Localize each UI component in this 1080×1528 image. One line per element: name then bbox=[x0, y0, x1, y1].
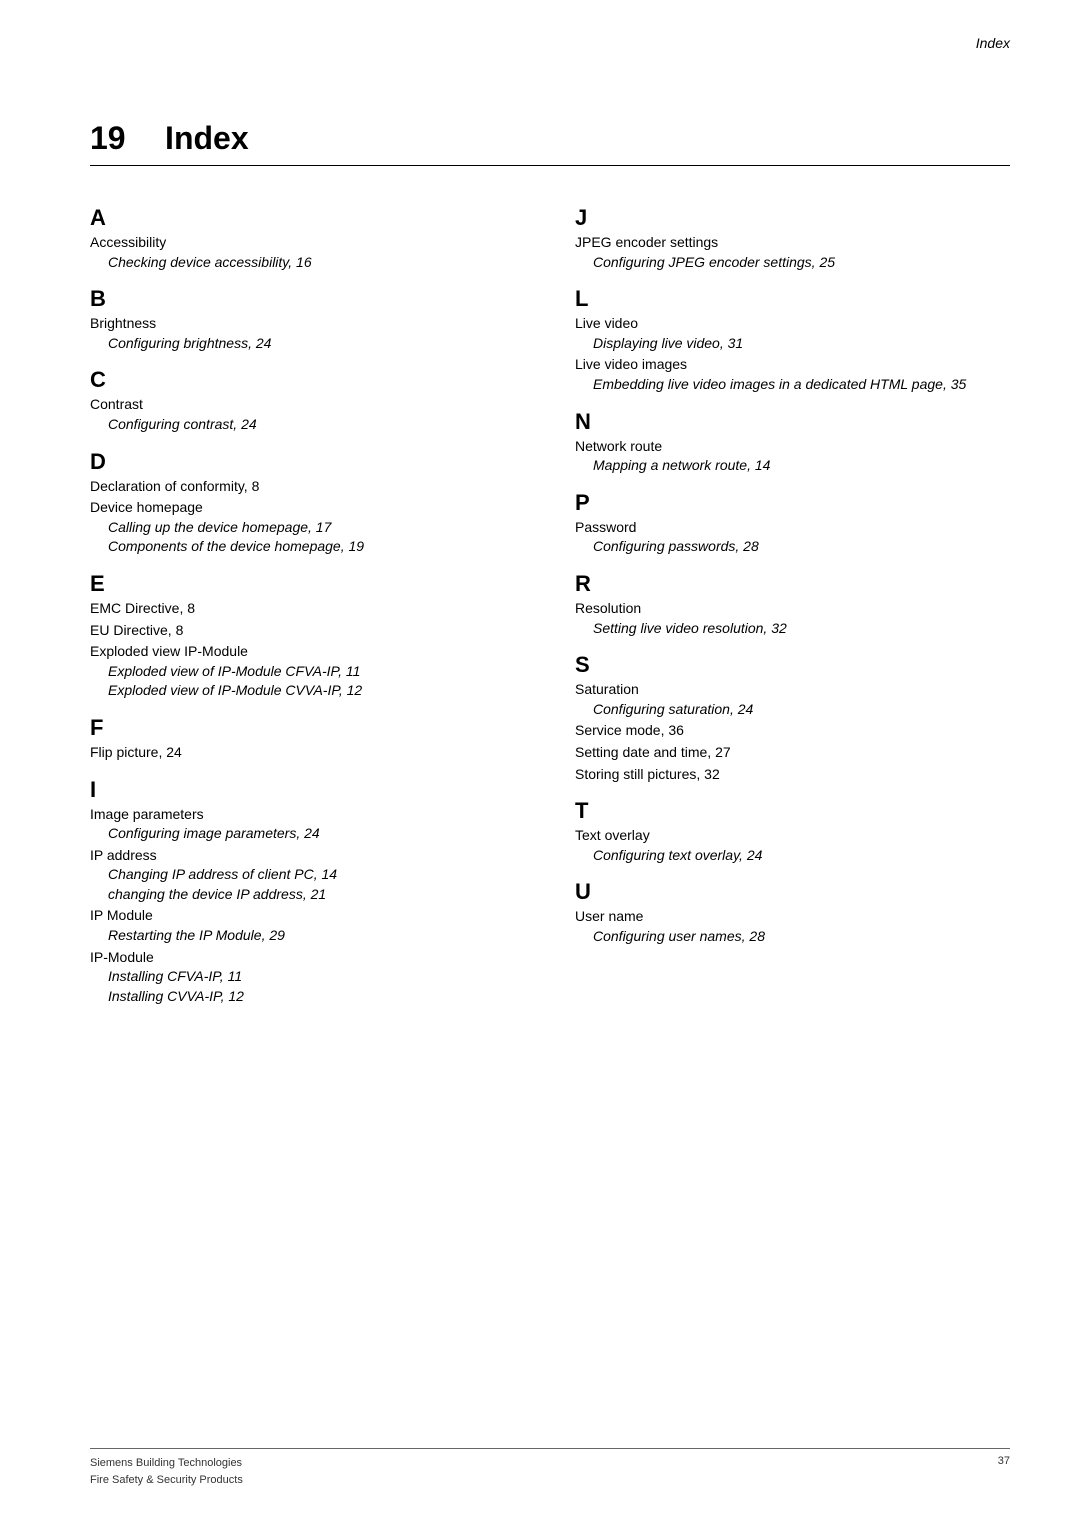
index-column-right: JJPEG encoder settingsConfiguring JPEG e… bbox=[575, 191, 1010, 1008]
index-entry: Service mode, 36 bbox=[575, 721, 1010, 741]
entry-subitem: Configuring passwords, 28 bbox=[575, 537, 1010, 557]
index-column-left: AAccessibilityChecking device accessibil… bbox=[90, 191, 525, 1008]
index-entry: AccessibilityChecking device accessibili… bbox=[90, 233, 525, 272]
index-entry: ContrastConfiguring contrast, 24 bbox=[90, 395, 525, 434]
index-columns: AAccessibilityChecking device accessibil… bbox=[90, 191, 1010, 1008]
entry-term: IP Module bbox=[90, 906, 525, 926]
section-letter: J bbox=[575, 205, 1010, 231]
index-entry: EMC Directive, 8 bbox=[90, 599, 525, 619]
entry-term: Setting date and time, 27 bbox=[575, 743, 1010, 763]
entry-subitem: Configuring user names, 28 bbox=[575, 927, 1010, 947]
index-entry: IP-ModuleInstalling CFVA-IP, 11Installin… bbox=[90, 948, 525, 1007]
index-entry: Live videoDisplaying live video, 31 bbox=[575, 314, 1010, 353]
section-letter: R bbox=[575, 571, 1010, 597]
index-entry: PasswordConfiguring passwords, 28 bbox=[575, 518, 1010, 557]
index-entry: IP addressChanging IP address of client … bbox=[90, 846, 525, 905]
section-letter: F bbox=[90, 715, 525, 741]
entry-term: Password bbox=[575, 518, 1010, 538]
entry-term: Live video bbox=[575, 314, 1010, 334]
entry-subitem: Restarting the IP Module, 29 bbox=[90, 926, 525, 946]
entry-term: IP-Module bbox=[90, 948, 525, 968]
section-letter: B bbox=[90, 286, 525, 312]
page-footer: Siemens Building Technologies Fire Safet… bbox=[90, 1448, 1010, 1488]
index-entry: User nameConfiguring user names, 28 bbox=[575, 907, 1010, 946]
entry-term: Flip picture, 24 bbox=[90, 743, 525, 763]
entry-term: Accessibility bbox=[90, 233, 525, 253]
entry-term: Saturation bbox=[575, 680, 1010, 700]
entry-term: Text overlay bbox=[575, 826, 1010, 846]
index-entry: JPEG encoder settingsConfiguring JPEG en… bbox=[575, 233, 1010, 272]
chapter-title: Index bbox=[165, 120, 249, 157]
entry-term: Live video images bbox=[575, 355, 1010, 375]
section-letter: E bbox=[90, 571, 525, 597]
section-letter: T bbox=[575, 798, 1010, 824]
entry-term: Network route bbox=[575, 437, 1010, 457]
section-letter: N bbox=[575, 409, 1010, 435]
entry-term: Service mode, 36 bbox=[575, 721, 1010, 741]
index-entry: Network routeMapping a network route, 14 bbox=[575, 437, 1010, 476]
entry-subitem: Configuring text overlay, 24 bbox=[575, 846, 1010, 866]
entry-subitem: Installing CVVA-IP, 12 bbox=[90, 987, 525, 1007]
entry-subitem: Checking device accessibility, 16 bbox=[90, 253, 525, 273]
entry-subitem: Installing CFVA-IP, 11 bbox=[90, 967, 525, 987]
chapter-title-section: 19 Index bbox=[90, 120, 1010, 166]
entry-term: Storing still pictures, 32 bbox=[575, 765, 1010, 785]
footer-left: Siemens Building Technologies Fire Safet… bbox=[90, 1455, 243, 1488]
entry-term: Contrast bbox=[90, 395, 525, 415]
chapter-number: 19 bbox=[90, 120, 126, 157]
entry-term: Declaration of conformity, 8 bbox=[90, 477, 525, 497]
footer-division: Fire Safety & Security Products bbox=[90, 1472, 243, 1489]
entry-term: Resolution bbox=[575, 599, 1010, 619]
entry-subitem: Configuring contrast, 24 bbox=[90, 415, 525, 435]
footer-page-number: 37 bbox=[998, 1455, 1010, 1488]
entry-subitem: Configuring image parameters, 24 bbox=[90, 824, 525, 844]
section-letter: P bbox=[575, 490, 1010, 516]
entry-term: IP address bbox=[90, 846, 525, 866]
footer-company: Siemens Building Technologies bbox=[90, 1455, 243, 1472]
entry-subitem: Mapping a network route, 14 bbox=[575, 456, 1010, 476]
entry-subitem: Changing IP address of client PC, 14 bbox=[90, 865, 525, 885]
index-entry: Declaration of conformity, 8 bbox=[90, 477, 525, 497]
entry-subitem: changing the device IP address, 21 bbox=[90, 885, 525, 905]
entry-subitem: Exploded view of IP-Module CFVA-IP, 11 bbox=[90, 662, 525, 682]
index-entry: Storing still pictures, 32 bbox=[575, 765, 1010, 785]
index-entry: Image parametersConfiguring image parame… bbox=[90, 805, 525, 844]
section-letter: I bbox=[90, 777, 525, 803]
entry-term: EU Directive, 8 bbox=[90, 621, 525, 641]
index-entry: Flip picture, 24 bbox=[90, 743, 525, 763]
entry-subitem: Embedding live video images in a dedicat… bbox=[575, 375, 1010, 395]
index-entry: SaturationConfiguring saturation, 24 bbox=[575, 680, 1010, 719]
entry-term: User name bbox=[575, 907, 1010, 927]
index-entry: BrightnessConfiguring brightness, 24 bbox=[90, 314, 525, 353]
entry-term: Exploded view IP-Module bbox=[90, 642, 525, 662]
entry-subitem: Calling up the device homepage, 17 bbox=[90, 518, 525, 538]
section-letter: S bbox=[575, 652, 1010, 678]
entry-term: JPEG encoder settings bbox=[575, 233, 1010, 253]
entry-term: Brightness bbox=[90, 314, 525, 334]
index-entry: Live video imagesEmbedding live video im… bbox=[575, 355, 1010, 394]
section-letter: D bbox=[90, 449, 525, 475]
section-letter: L bbox=[575, 286, 1010, 312]
entry-subitem: Configuring JPEG encoder settings, 25 bbox=[575, 253, 1010, 273]
entry-term: Device homepage bbox=[90, 498, 525, 518]
entry-term: EMC Directive, 8 bbox=[90, 599, 525, 619]
index-entry: Exploded view IP-ModuleExploded view of … bbox=[90, 642, 525, 701]
index-entry: IP ModuleRestarting the IP Module, 29 bbox=[90, 906, 525, 945]
header-label: Index bbox=[976, 35, 1010, 51]
entry-subitem: Components of the device homepage, 19 bbox=[90, 537, 525, 557]
entry-subitem: Displaying live video, 31 bbox=[575, 334, 1010, 354]
entry-subitem: Setting live video resolution, 32 bbox=[575, 619, 1010, 639]
index-entry: Text overlayConfiguring text overlay, 24 bbox=[575, 826, 1010, 865]
section-letter: A bbox=[90, 205, 525, 231]
index-entry: Device homepageCalling up the device hom… bbox=[90, 498, 525, 557]
section-letter: C bbox=[90, 367, 525, 393]
index-entry: EU Directive, 8 bbox=[90, 621, 525, 641]
entry-term: Image parameters bbox=[90, 805, 525, 825]
entry-subitem: Configuring saturation, 24 bbox=[575, 700, 1010, 720]
entry-subitem: Configuring brightness, 24 bbox=[90, 334, 525, 354]
index-entry: ResolutionSetting live video resolution,… bbox=[575, 599, 1010, 638]
section-letter: U bbox=[575, 879, 1010, 905]
entry-subitem: Exploded view of IP-Module CVVA-IP, 12 bbox=[90, 681, 525, 701]
index-entry: Setting date and time, 27 bbox=[575, 743, 1010, 763]
